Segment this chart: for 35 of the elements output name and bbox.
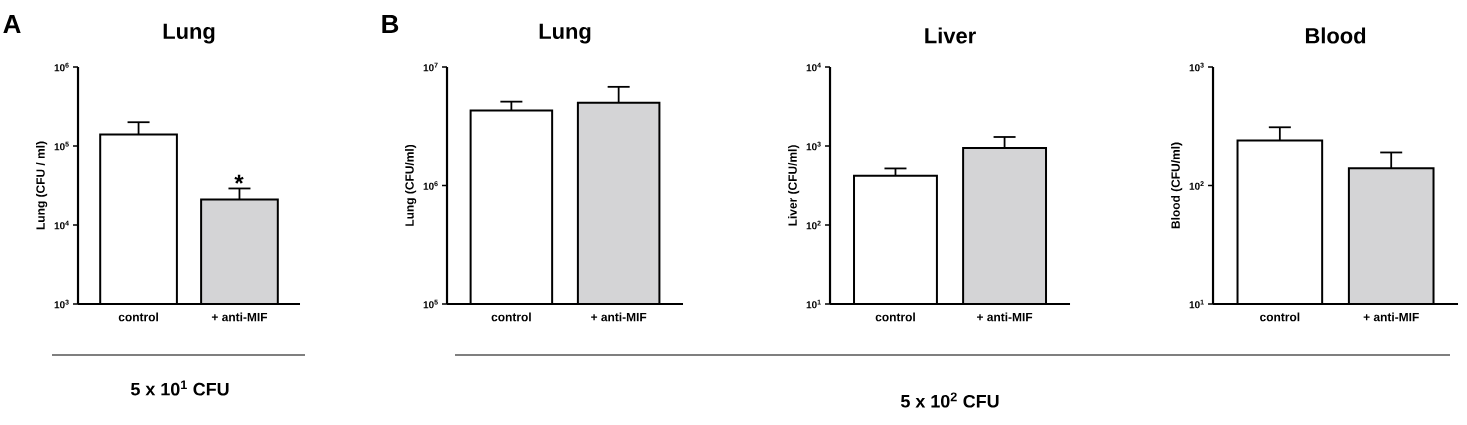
y-tick-label: 10$^{4}$: [54, 220, 69, 230]
text: 5 x 10$^{2}$ CFU: [900, 392, 999, 408]
y-tick-label: 10$^{5}$: [54, 141, 69, 151]
x-tick-label: control: [491, 312, 531, 322]
annotation: *: [234, 174, 244, 184]
chart-title: Liver: [925, 27, 976, 44]
y-tick-label: 10$^{5}$: [423, 299, 438, 309]
y-tick-label: 10$^{2}$: [1189, 181, 1204, 190]
x-tick-label: + anti-MIF: [977, 312, 1033, 322]
x-tick-label: + anti-MIF: [211, 312, 268, 322]
x-tick-label: + anti-MIF: [591, 312, 647, 322]
y-tick-label: 10$^{1}$: [1189, 299, 1204, 309]
y-axis-title: Blood (CFU/ml): [1171, 142, 1183, 229]
y-tick-label: 10$^{7}$: [423, 62, 438, 72]
y-tick-label: 10$^{2}$: [806, 220, 821, 230]
text: B: [382, 15, 399, 33]
y-axis-title: Liver (CFU/ml): [788, 145, 800, 226]
y-axis-title: Lung (CFU / ml): [36, 141, 48, 230]
y-tick-label: 10$^{4}$: [806, 62, 821, 72]
x-tick-label: control: [1260, 312, 1300, 322]
text: A: [3, 15, 21, 33]
y-tick-label: 10$^{3}$: [54, 299, 69, 309]
y-tick-label: 10$^{6}$: [54, 62, 69, 72]
y-axis-title: Lung (CFU/ml): [405, 144, 417, 226]
x-tick-label: control: [118, 312, 158, 322]
chart-title: Blood: [1305, 27, 1366, 44]
y-tick-label: 10$^{3}$: [1189, 62, 1204, 72]
chart-title: Lung: [163, 23, 215, 44]
y-tick-label: 10$^{3}$: [806, 141, 821, 151]
y-tick-label: 10$^{6}$: [423, 181, 438, 190]
text: 5 x 10$^{1}$ CFU: [130, 380, 229, 396]
y-tick-label: 10$^{1}$: [806, 299, 821, 309]
chart-title: Lung: [539, 23, 591, 44]
x-tick-label: + anti-MIF: [1363, 312, 1419, 322]
x-tick-label: control: [875, 312, 915, 322]
